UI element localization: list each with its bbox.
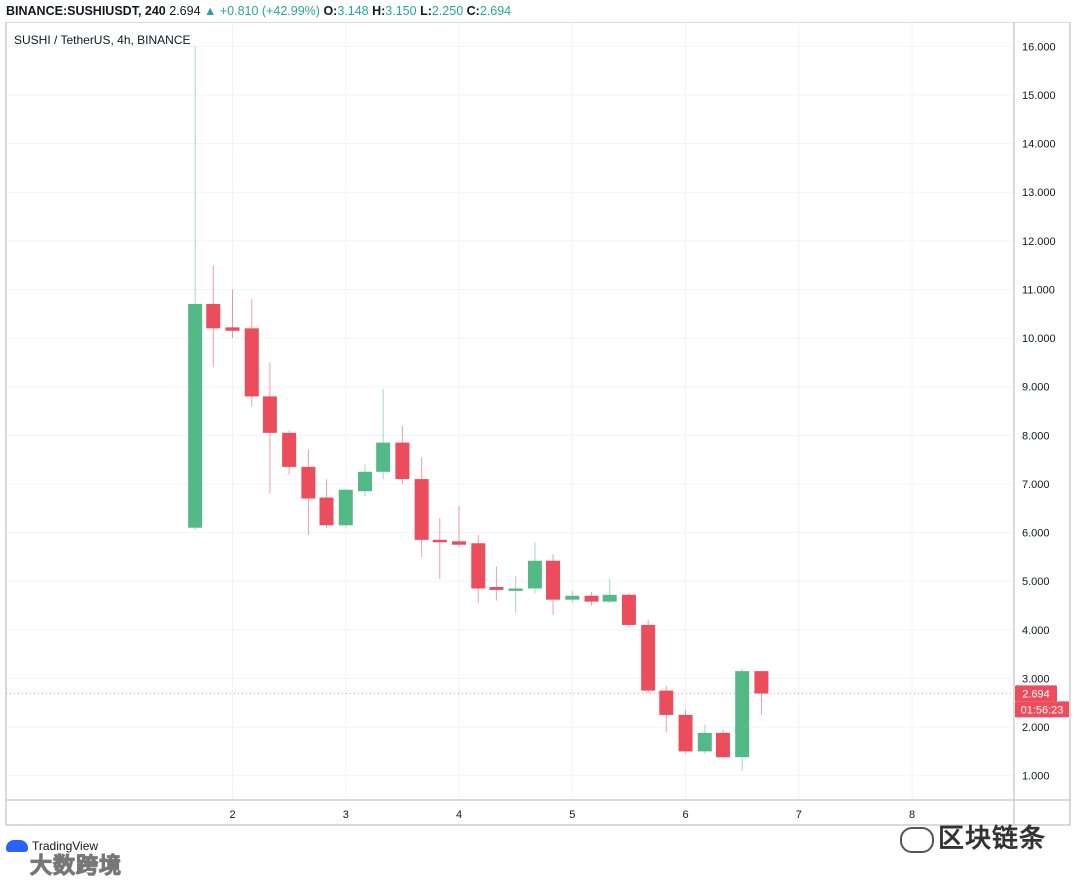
tradingview-logo-text: TradingView [32,839,99,853]
time-tick-label: 3 [343,809,349,821]
candle-down [715,732,730,758]
candle-up [358,471,373,492]
tradingview-cloud-icon [6,840,28,852]
chart-title: SUSHI / TetherUS, 4h, BINANCE [14,33,191,47]
candle-up [602,594,617,602]
price-axis[interactable]: 1.000 2.000 3.000 4.000 5.000 6.000 7.000 8.000… [1022,41,1056,782]
open-value: 3.148 [337,4,369,18]
price-change: +0.810 (+42.99%) [219,4,320,18]
low-value: 2.250 [431,4,464,18]
watermark-right-text: 区块链条 [938,823,1047,853]
candle-up [527,560,542,589]
time-tick-label: 8 [909,809,915,821]
price-tick-label: 2.000 [1022,722,1050,734]
price-tick-label: 1.000 [1022,771,1050,783]
price-tick-label: 9.000 [1022,382,1050,394]
candle-down [659,690,674,715]
candles [188,46,769,771]
price-tick-label: 7.000 [1022,479,1050,491]
candle-up [188,304,203,528]
time-tick-label: 7 [796,809,802,821]
last-price-tag: 2.694 [1022,688,1050,700]
price-tick-label: 8.000 [1022,430,1050,442]
candle-up [735,671,750,758]
candle-down [432,539,447,543]
candle-down [584,595,599,602]
candle-up [697,732,712,752]
time-tick-label: 5 [569,809,575,821]
close-label: C: [466,4,480,18]
open-label: O: [323,4,338,18]
price-tick-label: 14.000 [1022,139,1056,151]
candle-down [621,594,636,625]
candle-down [244,328,259,397]
time-tick-label: 6 [682,809,688,821]
candle-down [206,304,221,329]
close-value: 2.694 [479,4,512,18]
up-arrow-icon: ▲ [204,4,217,18]
candle-up [565,595,580,600]
countdown-tag-bg [1015,701,1069,718]
chart-frame [5,22,1071,826]
symbol-name[interactable]: BINANCE:SUSHIUSDT, 240 [6,4,166,18]
candle-down [546,560,561,600]
candle-down [754,671,769,694]
candle-down [489,587,504,590]
high-value: 3.150 [385,4,417,18]
watermark-right: 区块链条 [900,818,1046,855]
candle-up [508,588,523,591]
grid [6,22,1014,800]
time-tick-label: 2 [229,809,235,821]
price-tick-label: 6.000 [1022,528,1050,540]
time-axis[interactable]: 2 3 4 5 6 7 8 [229,809,915,821]
price-chart[interactable]: SUSHI / TetherUS, 4h, BINANCE 1.000 2.000… [0,22,1080,828]
price-tags: 2.694 01:56:23 [6,685,1069,718]
price-tick-label: 15.000 [1022,90,1056,102]
candle-down [641,624,656,691]
candle-down [452,541,467,545]
candle-down [225,327,240,331]
candle-down [262,396,277,433]
candle-up [338,489,353,526]
price-tick-label: 4.000 [1022,625,1050,637]
candle-down [301,466,316,499]
watermark-left: 大数跨境 [29,853,123,879]
candle-down [471,543,486,589]
price-tick-label: 3.000 [1022,673,1050,685]
candle-down [319,497,334,526]
price-tick-label: 5.000 [1022,576,1050,588]
price-tick-label: 13.000 [1022,187,1056,199]
price-tick-label: 16.000 [1022,41,1056,53]
price-tick-label: 10.000 [1022,333,1056,345]
price-tick-label: 12.000 [1022,236,1056,248]
countdown-tag: 01:56:23 [1021,704,1064,716]
last-price: 2.694 [169,4,201,18]
low-label: L: [420,4,432,18]
tradingview-logo[interactable]: TradingView [6,836,98,856]
price-tick-label: 11.000 [1022,284,1055,296]
candle-down [678,714,693,752]
symbol-header: BINANCE:SUSHIUSDT, 240 2.694 ▲ +0.810 (+… [0,0,1080,22]
high-label: H: [372,4,386,18]
time-tick-label: 4 [456,809,462,821]
candle-down [282,432,297,467]
candle-up [376,442,391,472]
last-price-tag-bg [1015,685,1057,702]
wechat-icon [900,827,934,854]
candle-down [414,479,429,540]
candle-down [395,442,410,480]
